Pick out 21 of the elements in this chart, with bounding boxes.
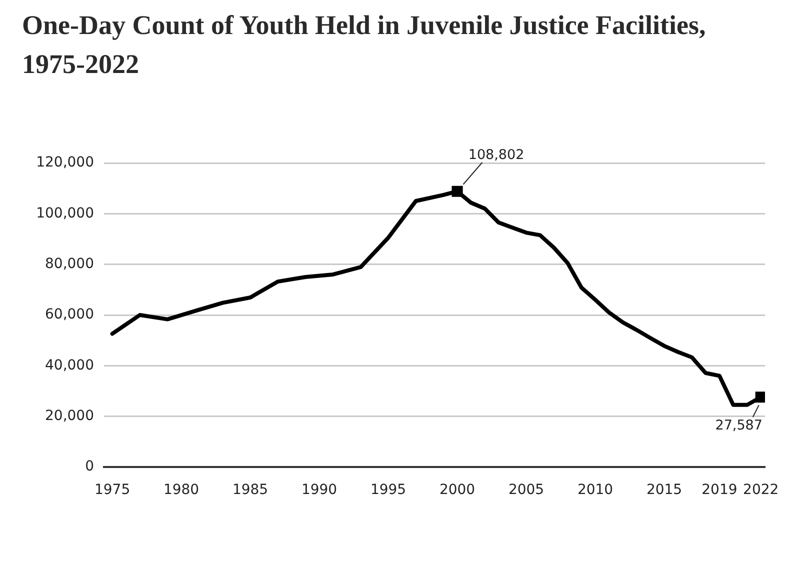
x-tick-label: 1985 [232,482,268,498]
x-tick-label: 1995 [370,482,406,498]
y-tick-label: 0 [85,458,94,475]
x-tick-label: 2015 [646,482,682,498]
x-tick-label: 1975 [94,482,130,498]
x-tick-label: 1980 [163,482,200,498]
data-label: 108,802 [468,147,524,164]
x-tick-label: 2005 [508,482,544,498]
x-tick-label: 2000 [439,482,476,498]
y-tick-label: 40,000 [45,357,94,374]
data-label: 27,587 [715,417,762,434]
y-tick-label: 120,000 [36,154,94,171]
chart-title: One-Day Count of Youth Held in Juvenile Justice Facilities, 1975-2022 [22,9,707,81]
x-tick-label: 2010 [577,482,614,498]
y-tick-label: 100,000 [36,205,94,222]
y-tick-label: 20,000 [45,408,94,424]
x-tick-label: 2019 [702,482,738,498]
y-tick-label: 60,000 [45,306,94,323]
x-tick-label: 1990 [301,482,338,498]
x-tick-label: 2022 [743,482,779,498]
y-tick-label: 80,000 [45,256,94,272]
